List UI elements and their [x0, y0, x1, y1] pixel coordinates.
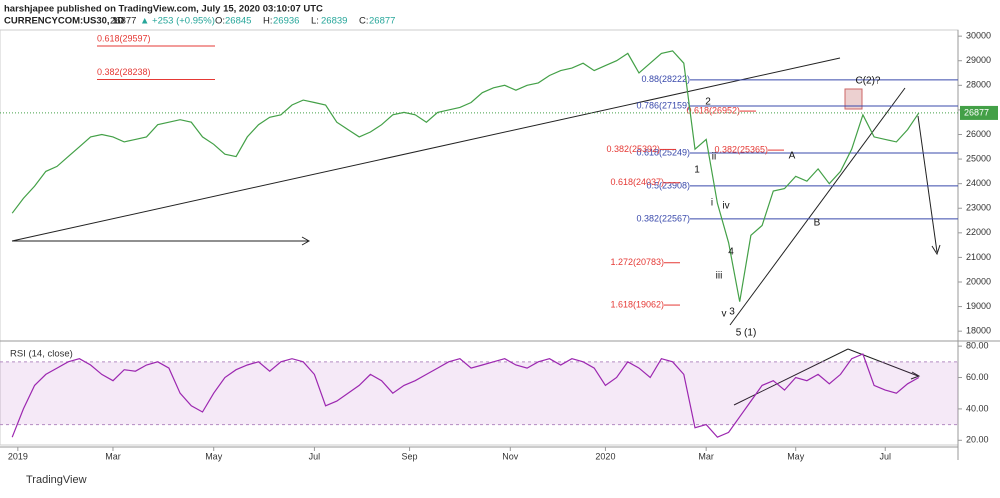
fib-label: 0.382(25365)	[714, 144, 768, 154]
rsi-band	[0, 361, 958, 425]
fib-label: 0.618(29597)	[97, 33, 151, 43]
fib-label: 0.618(24037)	[610, 177, 664, 187]
x-tick-label: Jul	[879, 451, 891, 461]
fib-label: 0.5(23908)	[646, 180, 690, 190]
wave-label: B	[814, 218, 821, 229]
ohlc-value: 26877	[369, 16, 395, 27]
y-tick-label: 20000	[966, 276, 991, 286]
price-line	[11, 50, 920, 302]
rsi-line	[11, 353, 920, 438]
y-tick-label: 18000	[966, 326, 991, 336]
ohlc-value: 26845	[225, 16, 251, 27]
ohlc-value: 26839	[321, 16, 347, 27]
y-tick-label: 21000	[966, 252, 991, 262]
fib-label: 0.382(28238)	[97, 67, 151, 77]
y-tick-label: 29000	[966, 55, 991, 65]
x-tick-label: 2019	[8, 451, 28, 461]
wave-label: iv	[722, 201, 729, 212]
fib-label: 1.272(20783)	[610, 257, 664, 267]
ohlc-value: 26936	[273, 16, 299, 27]
ohlc-label: O:	[215, 16, 225, 27]
fib-label: 0.618(26952)	[686, 105, 740, 115]
wave-label: 5 (1)	[736, 328, 757, 339]
fib-label: 0.382(22567)	[636, 213, 690, 223]
wave-label: A	[789, 151, 796, 162]
ohlc-label: C:	[359, 16, 369, 27]
fib-label: 0.88(28222)	[641, 74, 690, 84]
fib-label: 0.618(25249)	[636, 147, 690, 157]
title: harshjapee published on TradingView.com,…	[4, 4, 323, 15]
wave-label: 2	[705, 97, 711, 108]
last-price-label: 26877	[964, 107, 989, 117]
wave-label: 1	[694, 165, 700, 176]
trend-line	[11, 57, 841, 242]
y2-tick-label: 80.00	[966, 341, 989, 351]
fib-label: 0.382(25392)	[606, 144, 660, 154]
y2-tick-label: 40.00	[966, 403, 989, 413]
y-tick-label: 25000	[966, 153, 991, 163]
change: ▲ +253 (+0.95%)	[140, 16, 215, 27]
wave-label: 4	[728, 247, 734, 258]
brand: TradingView	[26, 474, 87, 486]
y-tick-label: 28000	[966, 80, 991, 90]
y-tick-label: 30000	[966, 31, 991, 41]
y-tick-label: 19000	[966, 301, 991, 311]
y2-tick-label: 60.00	[966, 372, 989, 382]
wave-label: iii	[716, 271, 723, 282]
x-tick-label: May	[787, 451, 805, 461]
x-tick-label: Jul	[309, 451, 321, 461]
x-tick-label: 2020	[595, 451, 615, 461]
x-tick-label: May	[205, 451, 223, 461]
projection-line	[917, 115, 938, 253]
last: 26877	[110, 16, 136, 27]
rsi-trend	[733, 348, 849, 406]
highlight-box	[844, 88, 863, 110]
x-tick-label: Nov	[502, 451, 519, 461]
y-tick-label: 23000	[966, 203, 991, 213]
ohlc-label: H:	[263, 16, 273, 27]
fib-label: 0.786(27159)	[636, 100, 690, 110]
symbol: CURRENCYCOM:US30, 1D	[4, 16, 124, 27]
arrow-head	[931, 244, 941, 256]
wave-label: ii	[712, 152, 716, 163]
x-tick-label: Mar	[105, 451, 121, 461]
trend-line	[729, 87, 906, 326]
wave-label: i	[711, 198, 713, 209]
wave-label: 3	[729, 307, 735, 318]
arrow-head	[910, 371, 921, 380]
x-tick-label: Mar	[698, 451, 714, 461]
y-tick-label: 24000	[966, 178, 991, 188]
last-price-tag	[960, 105, 998, 120]
wave-label: v	[722, 309, 727, 320]
y-tick-label: 26000	[966, 129, 991, 139]
x-tick-label: Sep	[402, 451, 418, 461]
rsi-trend	[847, 348, 919, 377]
rsi-label: RSI (14, close)	[10, 349, 73, 360]
y2-tick-label: 20.00	[966, 435, 989, 445]
wave-label: C(2)?	[855, 76, 880, 87]
ohlc-label: L:	[311, 16, 319, 27]
fib-label: 1.618(19062)	[610, 299, 664, 309]
arrow-head	[301, 236, 311, 246]
y-tick-label: 22000	[966, 227, 991, 237]
